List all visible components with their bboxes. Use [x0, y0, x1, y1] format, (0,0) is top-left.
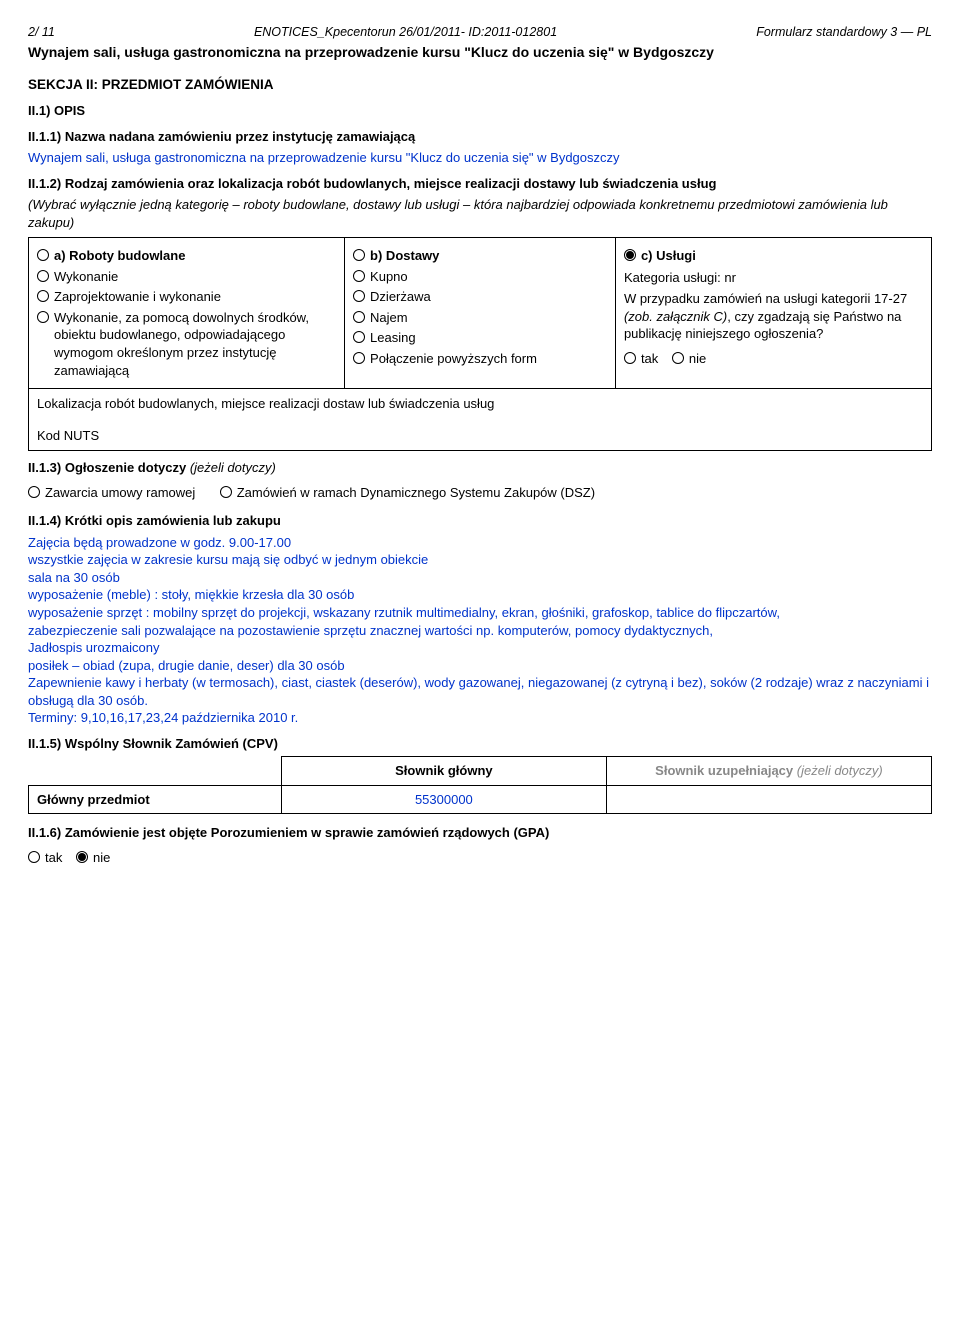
kod-nuts: Kod NUTS	[37, 427, 923, 445]
uslugi-note: W przypadku zamówień na usługi kategorii…	[624, 290, 923, 343]
ii-1-2-table: a) Roboty budowlane Wykonanie Zaprojekto…	[28, 237, 932, 451]
cpv-row-supp	[606, 785, 931, 814]
col-c-head: c) Usługi	[641, 247, 696, 265]
cpv-table: Słownik główny Słownik uzupełniający (je…	[28, 756, 932, 814]
opt-najem[interactable]: Najem	[353, 309, 607, 327]
kategoria-uslugi: Kategoria usługi: nr	[624, 269, 923, 287]
s14-line: wszystkie zajęcia w zakresie kursu mają …	[28, 551, 932, 569]
ii-1-3-label: II.1.3) Ogłoszenie dotyczy (jeżeli dotyc…	[28, 459, 932, 477]
opt-uslugi-nie[interactable]: nie	[672, 350, 706, 368]
ii-1-3-options: Zawarcia umowy ramowej Zamówień w ramach…	[28, 481, 932, 505]
ii-1-6-label: II.1.6) Zamówienie jest objęte Porozumie…	[28, 824, 932, 842]
ii-1-opis: II.1) OPIS	[28, 102, 932, 120]
s14-line: zabezpieczenie sali pozwalające na pozos…	[28, 622, 932, 640]
s14-line: Zapewnienie kawy i herbaty (w termosach)…	[28, 674, 932, 709]
opt-leasing[interactable]: Leasing	[353, 329, 607, 347]
col-a-head: a) Roboty budowlane	[54, 247, 185, 265]
opt-dostawy[interactable]: b) Dostawy	[353, 247, 607, 265]
opt-umowa-ramowa[interactable]: Zawarcia umowy ramowej	[28, 484, 195, 502]
cpv-row-val: 55300000	[281, 785, 606, 814]
opt-gpa-tak[interactable]: tak	[28, 849, 62, 867]
page-title: Wynajem sali, usługa gastronomiczna na p…	[28, 43, 932, 62]
s14-line: posiłek – obiad (zupa, drugie danie, des…	[28, 657, 932, 675]
ii-1-4-label: II.1.4) Krótki opis zamówienia lub zakup…	[28, 512, 932, 530]
opt-polaczenie[interactable]: Połączenie powyższych form	[353, 350, 607, 368]
ii-1-1-value: Wynajem sali, usługa gastronomiczna na p…	[28, 149, 932, 167]
cpv-h1: Słownik główny	[281, 757, 606, 786]
opt-gpa-nie[interactable]: nie	[76, 849, 110, 867]
opt-kupno[interactable]: Kupno	[353, 268, 607, 286]
opt-dsz[interactable]: Zamówień w ramach Dynamicznego Systemu Z…	[220, 484, 595, 502]
opt-wykonanie-srodkow[interactable]: Wykonanie, za pomocą dowolnych środków, …	[37, 309, 336, 379]
page-number: 2/ 11	[28, 24, 55, 41]
s14-line: Zajęcia będą prowadzone w godz. 9.00-17.…	[28, 534, 932, 552]
doc-id: ENOTICES_Kpecentorun 26/01/2011- ID:2011…	[254, 24, 557, 41]
page-header: 2/ 11 ENOTICES_Kpecentorun 26/01/2011- I…	[28, 24, 932, 41]
col-b-head: b) Dostawy	[370, 247, 439, 265]
ii-1-1-label: II.1.1) Nazwa nadana zamówieniu przez in…	[28, 128, 932, 146]
s14-line: wyposażenie sprzęt : mobilny sprzęt do p…	[28, 604, 932, 622]
s14-line: Terminy: 9,10,16,17,23,24 października 2…	[28, 709, 932, 727]
uslugi-tak-nie: tak nie	[624, 347, 923, 371]
opt-zaprojektowanie[interactable]: Zaprojektowanie i wykonanie	[37, 288, 336, 306]
section-ii-heading: SEKCJA II: PRZEDMIOT ZAMÓWIENIA	[28, 76, 932, 94]
opt-uslugi[interactable]: c) Usługi	[624, 247, 923, 265]
s14-line: Jadłospis urozmaicony	[28, 639, 932, 657]
form-type: Formularz standardowy 3 — PL	[756, 24, 932, 41]
opt-roboty[interactable]: a) Roboty budowlane	[37, 247, 336, 265]
cpv-h2: Słownik uzupełniający (jeżeli dotyczy)	[606, 757, 931, 786]
ii-1-2-label: II.1.2) Rodzaj zamówienia oraz lokalizac…	[28, 175, 932, 193]
ii-1-2-note: (Wybrać wyłącznie jedną kategorię – robo…	[28, 196, 932, 231]
opt-uslugi-tak[interactable]: tak	[624, 350, 658, 368]
ii-1-4-body: Zajęcia będą prowadzone w godz. 9.00-17.…	[28, 534, 932, 727]
opt-dzierzawa[interactable]: Dzierżawa	[353, 288, 607, 306]
s14-line: wyposażenie (meble) : stoły, miękkie krz…	[28, 586, 932, 604]
opt-wykonanie[interactable]: Wykonanie	[37, 268, 336, 286]
lokalizacja-label: Lokalizacja robót budowlanych, miejsce r…	[37, 395, 923, 413]
s14-line: sala na 30 osób	[28, 569, 932, 587]
ii-1-5-label: II.1.5) Wspólny Słownik Zamówień (CPV)	[28, 735, 932, 753]
cpv-row-label: Główny przedmiot	[37, 792, 150, 807]
ii-1-6-options: tak nie	[28, 846, 932, 870]
